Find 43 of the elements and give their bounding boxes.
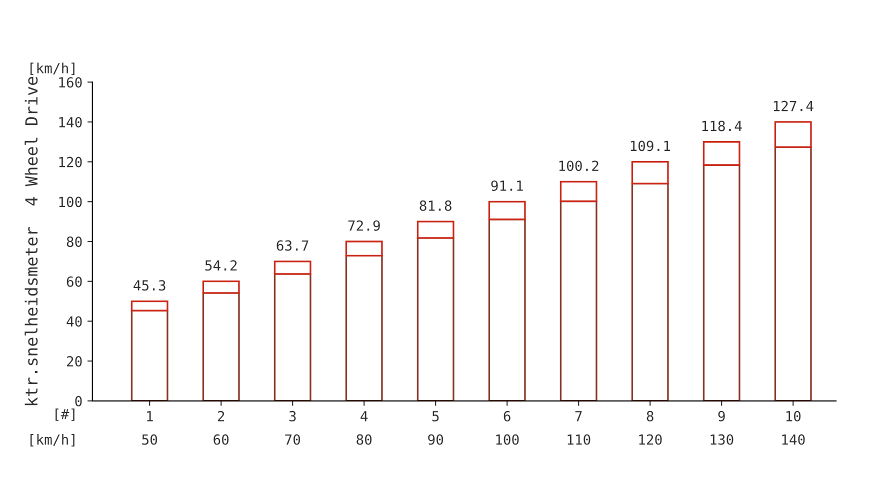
x-tick-label: 8	[646, 410, 654, 422]
x-tick-label: 1	[147, 411, 153, 422]
y-tick-label: 40	[66, 316, 82, 327]
y-tick-label: 120	[59, 156, 82, 168]
y-axis-title: ktr.snelheidsmeter 4 Wheel Drive	[24, 76, 38, 406]
text: 70	[285, 434, 300, 445]
x-tick-label: 5	[432, 411, 439, 422]
text: 120	[639, 434, 662, 445]
text: [km/h]	[30, 62, 74, 76]
y-tick-label: 20	[66, 356, 82, 367]
data-label: 118.4	[702, 120, 742, 132]
text: [km/h]	[30, 434, 74, 446]
text: 100	[496, 434, 519, 445]
data-label: 109.1	[630, 140, 670, 152]
x-tick-label: 7	[575, 411, 582, 422]
data-label: 127.4	[774, 100, 814, 112]
x-tick-label: 6	[504, 410, 510, 422]
data-label: 100.2	[559, 160, 598, 172]
x-tick-label: 2	[218, 410, 224, 422]
y-tick-label: 160	[59, 77, 82, 88]
data-label: 45.3	[134, 280, 166, 291]
x-tick-label: 4	[360, 411, 368, 422]
y-tick-label: 60	[66, 276, 82, 287]
y-tick-label: 140	[59, 116, 82, 128]
y-tick-label: 100	[59, 196, 82, 208]
text: 110	[568, 434, 590, 445]
text: [#]	[56, 408, 74, 421]
data-label: 54.2	[205, 260, 237, 271]
text: 140	[782, 434, 805, 445]
data-label: 72.9	[348, 220, 380, 231]
text: 90	[428, 434, 444, 445]
data-label: 63.7	[276, 240, 308, 251]
y-tick-label: 0	[75, 396, 82, 406]
text: 60	[214, 434, 229, 445]
y-tick-label: 80	[66, 236, 82, 248]
x-tick-label: 10	[786, 410, 801, 422]
x-tick-label: 9	[718, 410, 725, 422]
text: 130	[710, 434, 734, 445]
text: 50	[142, 434, 158, 445]
text: 80	[356, 434, 372, 445]
x-tick-label: 3	[289, 410, 296, 422]
data-label: 81.8	[420, 200, 452, 211]
data-label: 91.1	[491, 180, 523, 191]
